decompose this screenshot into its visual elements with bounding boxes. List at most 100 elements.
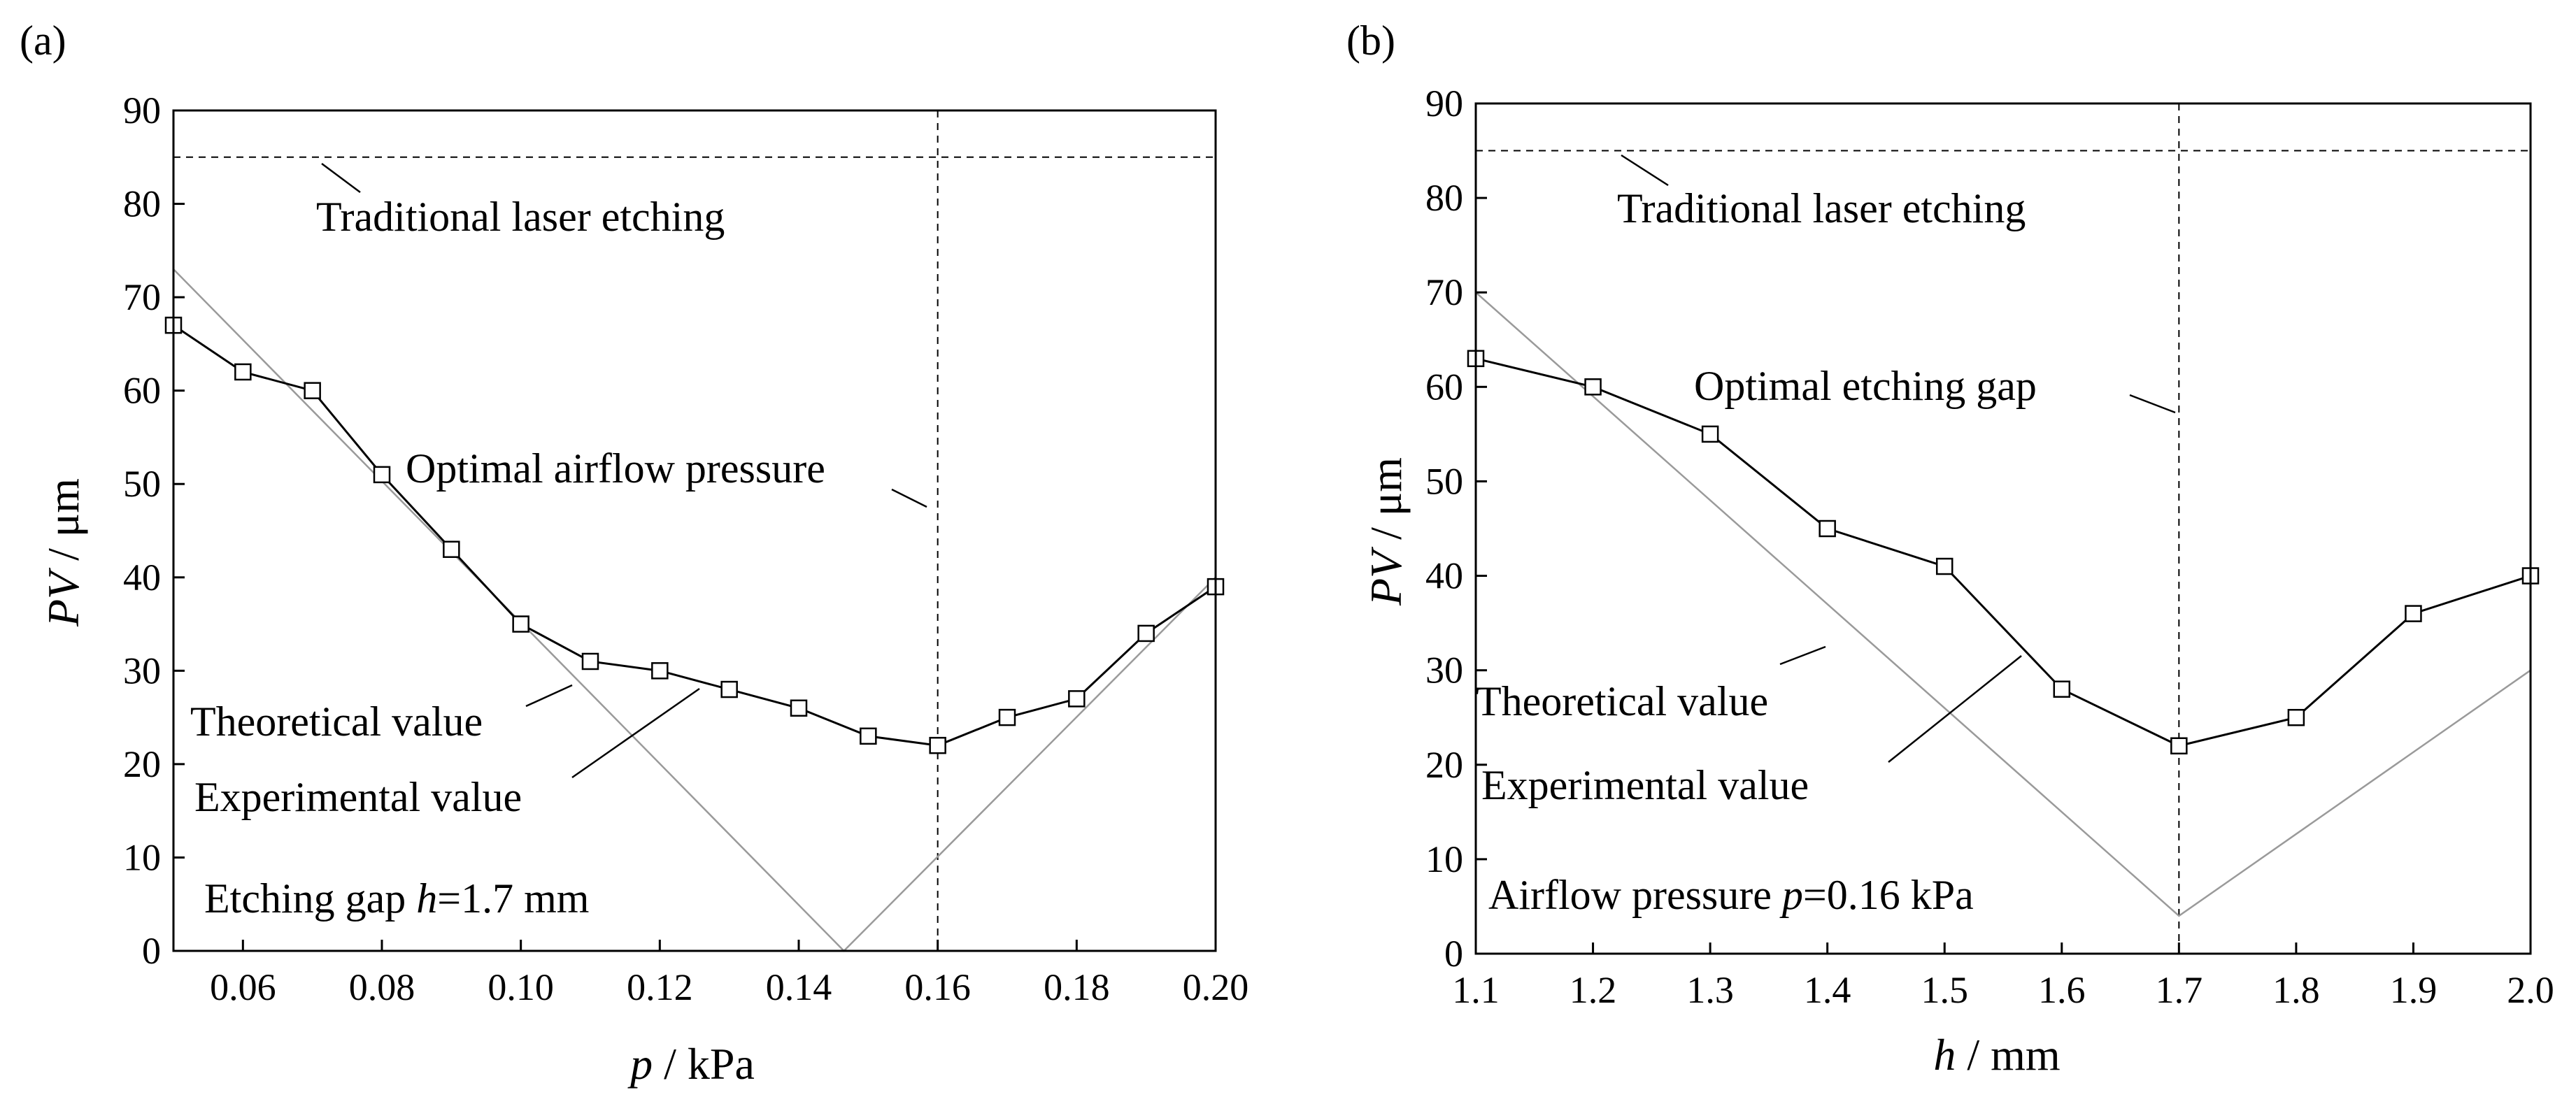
pa-x-tick-label: 0.16 bbox=[904, 966, 971, 1008]
panel-a-theoretical-leader bbox=[525, 684, 573, 708]
pb-experimental-point bbox=[2405, 605, 2422, 622]
panel-a-experimental-label: Experimental value bbox=[194, 774, 522, 820]
panel-b-y-axis: 0 10 20 30 40 50 60 70 80 90 bbox=[1425, 83, 1487, 975]
panel-b-experimental-series bbox=[1467, 350, 2540, 755]
panel-a-traditional-label: Traditional laser etching bbox=[316, 194, 725, 240]
pb-x-tick-label: 1.8 bbox=[2272, 969, 2320, 1011]
pa-experimental-point bbox=[860, 727, 877, 745]
panel-a-optimal-label: Optimal airflow pressure bbox=[406, 445, 825, 492]
pb-y-tick-label: 40 bbox=[1425, 555, 1463, 597]
panel-b-traditional-label: Traditional laser etching bbox=[1617, 185, 2026, 231]
pa-experimental-point bbox=[651, 662, 669, 680]
pb-x-tick-label: 2.0 bbox=[2507, 969, 2554, 1011]
panel-a-plot-frame bbox=[172, 109, 1217, 952]
pa-y-tick-label: 40 bbox=[123, 557, 161, 598]
pa-y-tick-label: 0 bbox=[142, 930, 161, 972]
panel-b-experimental-leader bbox=[1888, 655, 2022, 763]
panel-a-theoretical-series bbox=[173, 268, 1216, 952]
pa-x-tick-label: 0.18 bbox=[1044, 966, 1110, 1008]
pa-x-tick-label: 0.10 bbox=[488, 966, 554, 1008]
pb-theoretical-line bbox=[1475, 292, 2531, 917]
panel-a-traditional-leader bbox=[321, 162, 361, 194]
pa-y-tick-label: 50 bbox=[123, 463, 161, 505]
pa-experimental-point bbox=[581, 652, 599, 671]
pb-experimental-line bbox=[1475, 357, 2531, 747]
pa-y-tick-label: 90 bbox=[123, 89, 161, 131]
panel-a-optimal-leader bbox=[891, 488, 927, 508]
pb-experimental-point bbox=[1819, 519, 1836, 538]
panel-a-theoretical-label: Theoretical value bbox=[190, 698, 483, 745]
pb-x-tick-label: 1.7 bbox=[2156, 969, 2203, 1011]
panel-b-theoretical-leader bbox=[1779, 645, 1826, 666]
panel-b-y-axis-title: PV / μm bbox=[1361, 457, 1411, 606]
pa-experimental-point bbox=[304, 382, 321, 399]
pb-x-tick-label: 1.4 bbox=[1804, 969, 1851, 1011]
pb-x-tick-label: 1.5 bbox=[1921, 969, 1968, 1011]
panel-a-label: (a) bbox=[20, 17, 66, 64]
pa-experimental-point bbox=[998, 708, 1016, 726]
panel-a: (a) 0 10 20 30 40 50 60 70 80 90 0.06 0.08 0.10 0.12… bbox=[20, 17, 1248, 1089]
panel-b-optimal-label: Optimal etching gap bbox=[1694, 363, 2037, 409]
panel-a-experimental-leader bbox=[571, 687, 700, 779]
pb-y-tick-label: 90 bbox=[1425, 83, 1463, 124]
panel-b-optimal-leader bbox=[2129, 394, 2176, 414]
pb-experimental-point bbox=[1701, 425, 1719, 443]
pb-y-tick-label: 20 bbox=[1425, 744, 1463, 786]
pa-experimental-point bbox=[790, 699, 808, 717]
pb-y-tick-label: 30 bbox=[1425, 650, 1463, 691]
pa-experimental-point bbox=[929, 736, 946, 754]
pb-experimental-point bbox=[1584, 378, 1602, 396]
pa-y-tick-label: 20 bbox=[123, 743, 161, 785]
pb-y-tick-label: 0 bbox=[1444, 933, 1463, 975]
pa-theoretical-line bbox=[173, 268, 1216, 952]
panel-a-x-axis-title: p / kPa bbox=[627, 1039, 755, 1089]
panel-b-reference-lines bbox=[1476, 103, 2531, 954]
pb-x-tick-label: 1.1 bbox=[1452, 969, 1500, 1011]
pa-experimental-point bbox=[720, 680, 738, 698]
pb-y-tick-label: 80 bbox=[1425, 177, 1463, 219]
pb-experimental-point bbox=[2287, 708, 2305, 726]
pa-experimental-point bbox=[234, 363, 252, 381]
pa-y-tick-label: 60 bbox=[123, 370, 161, 412]
pa-experimental-line bbox=[173, 324, 1216, 747]
panel-b-traditional-leader bbox=[1621, 154, 1669, 187]
pb-x-tick-label: 1.3 bbox=[1686, 969, 1734, 1011]
pa-experimental-point bbox=[373, 466, 391, 484]
pb-x-tick-label: 1.6 bbox=[2038, 969, 2086, 1011]
pb-experimental-point bbox=[2053, 680, 2071, 698]
pa-y-tick-label: 10 bbox=[123, 836, 161, 878]
pa-y-tick-label: 30 bbox=[123, 650, 161, 691]
pa-x-tick-label: 0.12 bbox=[627, 966, 693, 1008]
panel-b-x-axis-title: h / mm bbox=[1933, 1030, 2060, 1080]
panel-b-plot-frame bbox=[1474, 102, 2532, 955]
panel-b-experimental-label: Experimental value bbox=[1481, 762, 1809, 808]
panel-a-reference-lines bbox=[173, 110, 1216, 951]
pb-experimental-point bbox=[2170, 737, 2188, 755]
panel-b-label: (b) bbox=[1346, 17, 1395, 64]
panel-b-condition-label: Airflow pressure p=0.16 kPa bbox=[1488, 872, 1974, 918]
pa-y-tick-label: 70 bbox=[123, 276, 161, 318]
pb-y-tick-label: 70 bbox=[1425, 271, 1463, 313]
pa-experimental-point bbox=[512, 615, 529, 633]
panel-a-condition-label: Etching gap h=1.7 mm bbox=[204, 875, 589, 922]
pa-experimental-point bbox=[1068, 690, 1086, 708]
pb-y-tick-label: 50 bbox=[1425, 460, 1463, 502]
panel-b-x-axis: 1.1 1.2 1.3 1.4 1.5 1.6 1.7 1.8 1.9 2.0 bbox=[1452, 942, 2554, 1011]
pb-experimental-point bbox=[1935, 557, 1954, 575]
pa-x-tick-label: 0.06 bbox=[210, 966, 276, 1008]
pb-x-tick-label: 1.9 bbox=[2390, 969, 2438, 1011]
panel-a-y-axis-title: PV / μm bbox=[38, 478, 88, 627]
pb-x-tick-label: 1.2 bbox=[1570, 969, 1617, 1011]
pb-y-tick-label: 10 bbox=[1425, 838, 1463, 880]
panel-b-theoretical-series bbox=[1475, 292, 2531, 917]
panel-a-experimental-series bbox=[164, 316, 1225, 754]
pa-x-tick-label: 0.08 bbox=[349, 966, 415, 1008]
pa-x-tick-label: 0.20 bbox=[1183, 966, 1249, 1008]
pb-y-tick-label: 60 bbox=[1425, 366, 1463, 408]
panel-a-y-axis: 0 10 20 30 40 50 60 70 80 90 bbox=[123, 89, 185, 972]
pa-experimental-point bbox=[443, 540, 460, 558]
pa-experimental-point bbox=[1137, 624, 1155, 643]
pa-x-tick-label: 0.14 bbox=[766, 966, 832, 1008]
